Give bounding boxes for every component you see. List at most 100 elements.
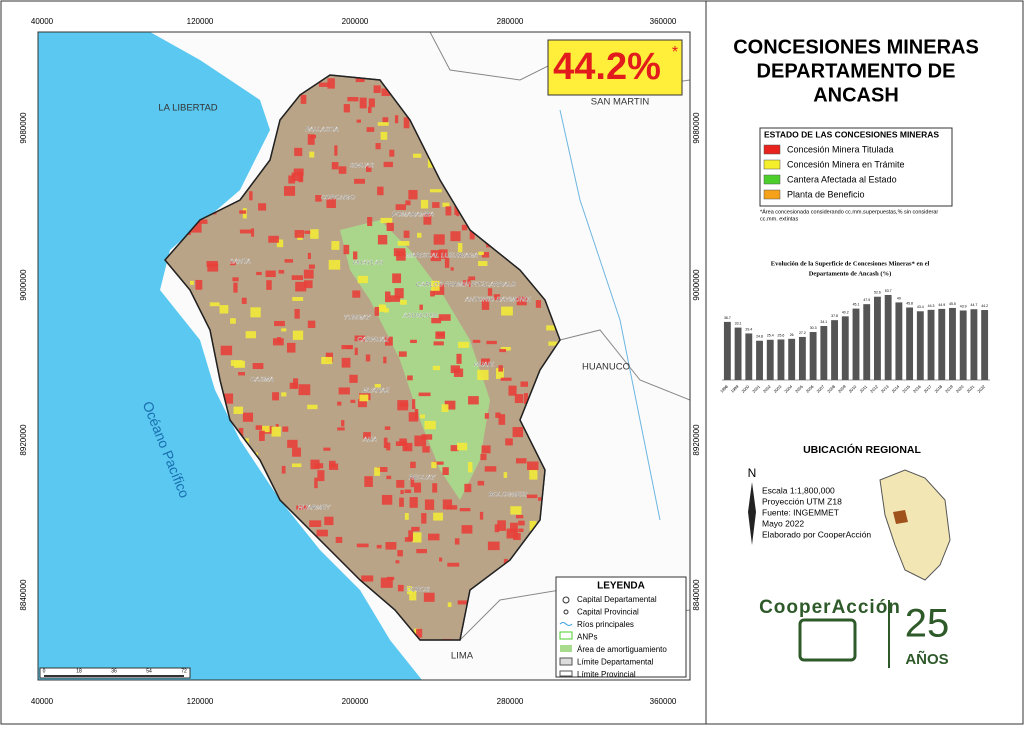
concession-patch: [380, 217, 393, 224]
peru-outline: [879, 469, 951, 581]
concession-patch: [444, 258, 450, 268]
concession-patch: [432, 483, 438, 493]
bar: [734, 327, 742, 380]
x-coord: 40000: [31, 697, 54, 706]
x-tick-label: 2000: [740, 383, 750, 393]
concession-patch: [395, 560, 400, 564]
concession-patch: [250, 307, 261, 318]
bar: [959, 310, 967, 380]
concession-patch: [354, 335, 366, 342]
concession-patch: [406, 586, 412, 595]
region-boundary: [559, 329, 690, 401]
x-coord: 40000: [31, 17, 54, 26]
concession-patch: [518, 528, 524, 533]
concession-patch: [383, 437, 388, 449]
concession-patch: [487, 541, 500, 551]
concession-patch: [197, 219, 208, 224]
x-tick-label: 2002: [762, 383, 772, 393]
concession-patch: [343, 104, 350, 113]
legend-item: Capital Provincial: [577, 608, 639, 617]
concession-patch: [462, 280, 467, 286]
bar: [884, 294, 892, 380]
bar: [916, 311, 924, 380]
x-coord: 200000: [342, 17, 369, 26]
concession-patch: [303, 269, 314, 279]
province-label: ANTONIO RAYMONDI: [464, 297, 531, 304]
concession-patch: [376, 544, 382, 549]
concession-patch: [318, 82, 330, 87]
value-label: 26: [790, 333, 794, 337]
bar: [798, 336, 806, 380]
concession-patch: [352, 290, 361, 298]
status-item: Concesión Minera Titulada: [787, 144, 894, 154]
y-coord: 8920000: [19, 424, 28, 456]
concession-patch: [363, 432, 371, 439]
icon-buffer: [560, 645, 572, 652]
concession-patch: [420, 199, 429, 209]
concession-patch: [341, 420, 345, 427]
x-tick-label: 2011: [859, 383, 869, 393]
concession-patch: [408, 530, 414, 541]
concession-patch: [450, 365, 461, 374]
value-label: 43.4: [917, 305, 924, 309]
icon-anp: [559, 631, 573, 640]
status-swatch: [763, 189, 781, 200]
x-tick-label: 2013: [880, 383, 890, 393]
province-label: HUARI: [474, 362, 494, 369]
map-info: Escala 1:1,800,000: [762, 485, 835, 495]
concession-patch: [338, 387, 350, 395]
concession-patch: [209, 302, 220, 307]
stat-box: [547, 39, 683, 96]
bar: [906, 307, 914, 380]
x-tick-label: 1998: [719, 383, 729, 393]
concession-patch: [307, 252, 311, 260]
bar: [949, 307, 956, 380]
concession-patch: [397, 241, 410, 246]
concession-patch: [416, 548, 427, 554]
concession-patch: [334, 145, 338, 156]
region-label: LA LIBERTAD: [158, 103, 217, 114]
value-label: 52.6: [874, 291, 881, 295]
value-label: 37.8: [831, 314, 838, 318]
status-item: Cantera Afectada al Estado: [787, 174, 897, 184]
concession-patch: [310, 459, 320, 470]
x-tick-label: 2019: [944, 383, 954, 393]
concession-patch: [274, 320, 285, 327]
x-tick-label: 2014: [891, 383, 901, 393]
concession-patch: [524, 393, 528, 404]
x-tick-label: 2020: [955, 383, 965, 393]
concession-patch: [384, 426, 391, 430]
concession-patch: [345, 345, 353, 350]
map-legend: LEYENDA: [555, 576, 687, 678]
concession-patch: [412, 399, 416, 410]
concession-patch: [281, 392, 287, 397]
concession-patch: [493, 294, 501, 301]
concession-patch: [514, 394, 524, 403]
concession-patch: [403, 117, 410, 129]
province-label: OCROS: [406, 587, 431, 594]
province-label: MARISCAL LUZURIAGA: [406, 253, 478, 260]
concession-patch: [480, 453, 487, 461]
concession-patch: [380, 131, 388, 140]
concession-patch: [409, 590, 417, 601]
x-coord: 360000: [650, 17, 677, 26]
concession-patch: [195, 279, 203, 290]
concession-patch: [385, 542, 397, 550]
concession-patch: [374, 467, 381, 476]
concession-patch: [307, 404, 318, 410]
concession-patch: [529, 520, 537, 531]
concession-patch: [258, 203, 267, 211]
concession-patch: [520, 381, 529, 387]
concession-patch: [389, 295, 401, 302]
concession-patch: [503, 472, 508, 478]
concession-patch: [430, 250, 442, 262]
scale-tick: 72: [181, 668, 187, 674]
concession-patch: [444, 400, 456, 410]
value-label: 25.4: [767, 334, 774, 338]
x-tick-label: 2001: [751, 383, 761, 393]
concession-patch: [396, 479, 405, 488]
x-tick-label: 2022: [976, 383, 986, 393]
concession-patch: [400, 299, 407, 305]
x-tick-label: 2006: [805, 383, 815, 393]
north-label: N: [748, 466, 757, 480]
